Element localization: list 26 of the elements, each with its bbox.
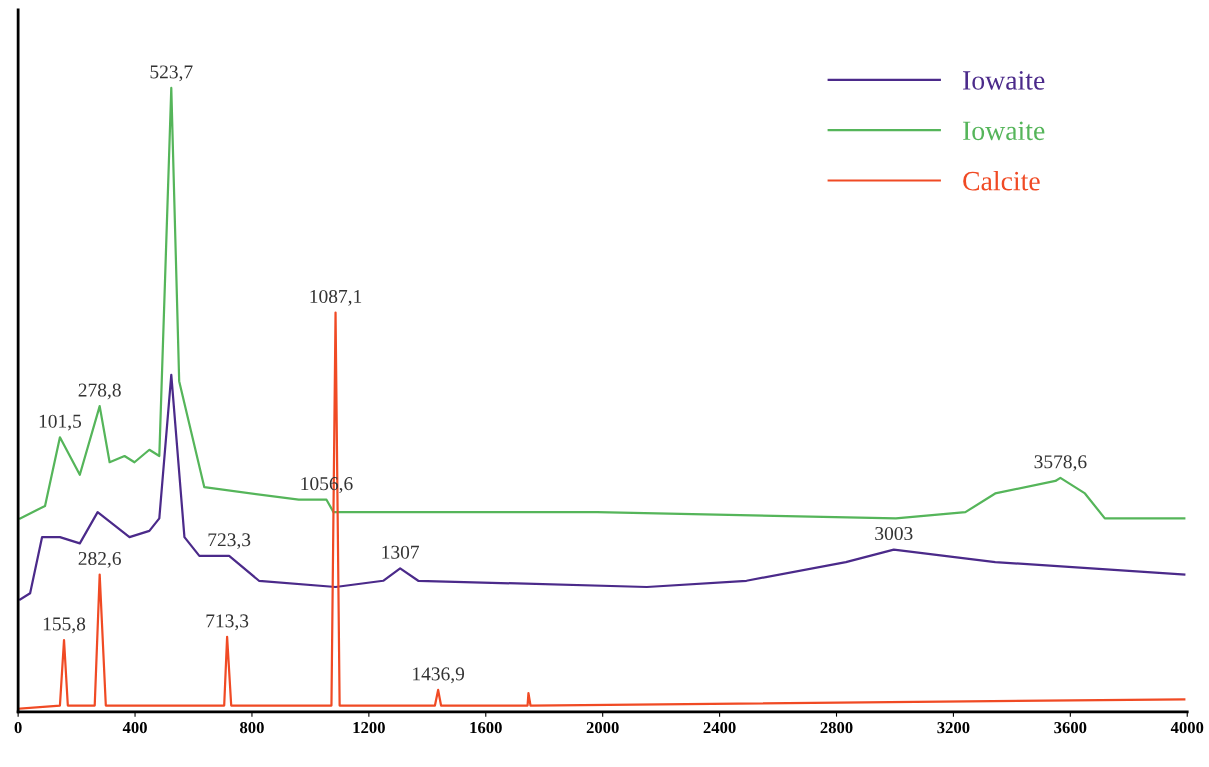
x-tick-label: 2000	[586, 721, 619, 734]
legend-label: Iowaite	[963, 71, 1045, 90]
annotation: 723,3	[208, 533, 251, 550]
x-tick-label: 1600	[470, 721, 502, 734]
annotation: 155,8	[43, 617, 86, 634]
x-tick-label: 4000	[1170, 721, 1204, 734]
annotation: 278,8	[78, 383, 121, 400]
annotation: 1087,1	[310, 289, 362, 306]
annotation: 1307	[382, 545, 420, 559]
x-tick-label: 800	[240, 721, 264, 734]
annotation: 282,6	[78, 551, 121, 568]
legend-label: Iowaite	[963, 121, 1045, 141]
annotation: 523,7	[150, 65, 193, 82]
x-tick-label: 400	[122, 721, 147, 734]
annotation: 3003	[875, 526, 913, 541]
annotation: 101,5	[39, 414, 82, 431]
x-tick-label: 2800	[820, 721, 853, 734]
x-tick-label: 3600	[1054, 721, 1087, 734]
annotation: 3578,6	[1034, 455, 1087, 472]
annotation: 713,3	[206, 614, 249, 631]
x-tick-label: 3200	[937, 721, 970, 734]
x-tick-label: 0	[14, 721, 22, 734]
x-tick-label: 2400	[703, 721, 736, 734]
x-tick-label: 1200	[353, 721, 385, 734]
annotation: 1436,9	[413, 667, 465, 684]
legend-label: Calcite	[963, 170, 1040, 191]
